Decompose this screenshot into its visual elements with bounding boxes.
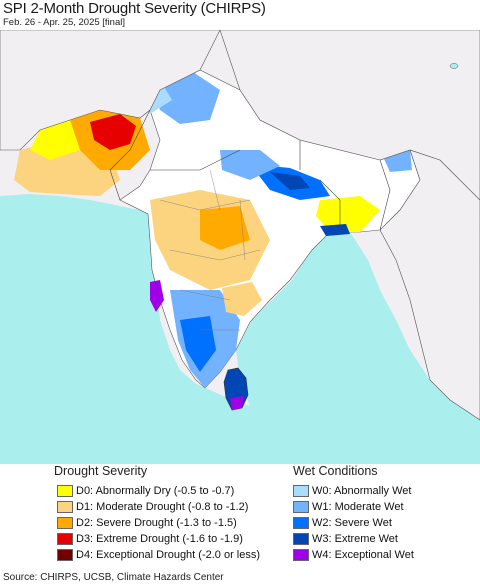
legend-item-d2: D2: Severe Drought (-1.3 to -1.5) [57, 516, 237, 530]
swatch-d4 [57, 549, 73, 561]
legend-label-d4: D4: Exceptional Drought (-2.0 or less) [76, 549, 261, 561]
legend-item-d4: D4: Exceptional Drought (-2.0 or less) [57, 548, 260, 562]
legend-item-w1: W1: Moderate Wet [293, 500, 404, 514]
map-title: SPI 2-Month Drought Severity (CHIRPS) [3, 0, 266, 17]
source-credit: Source: CHIRPS, UCSB, Climate Hazards Ce… [3, 572, 224, 583]
legend-label-w0: W0: Abnormally Wet [312, 485, 412, 497]
sri-lanka-w4 [230, 396, 244, 410]
lake-icon [449, 63, 459, 69]
wet-legend-title: Wet Conditions [293, 464, 378, 478]
swatch-w1 [293, 501, 309, 513]
legend-label-d1: D1: Moderate Drought (-0.8 to -1.2) [76, 501, 249, 513]
country-borders [109, 109, 391, 231]
arabian-sea [0, 194, 250, 464]
legend-label-w4: W4: Exceptional Wet [312, 549, 414, 561]
legend-label-d0: D0: Abnormally Dry (-0.5 to -0.7) [76, 485, 235, 497]
legend: Drought Severity Wet Conditions D0: Abno… [0, 464, 480, 568]
legend-label-w1: W1: Moderate Wet [312, 501, 404, 513]
gangetic-w3 [270, 172, 310, 190]
punjab-d3 [90, 114, 136, 150]
legend-item-w4: W4: Exceptional Wet [293, 548, 414, 562]
northeast-d0 [316, 196, 380, 232]
legend-label-w3: W3: Extreme Wet [312, 533, 398, 545]
legend-label-w2: W2: Severe Wet [312, 517, 392, 529]
east-coast-d1 [222, 282, 262, 316]
swatch-w4 [293, 549, 309, 561]
southwest-w4 [150, 280, 164, 312]
afghan-d0 [30, 120, 80, 160]
bangladesh-w3 [320, 224, 350, 236]
legend-label-d3: D3: Extreme Drought (-1.6 to -1.9) [76, 533, 243, 545]
swatch-w3 [293, 533, 309, 545]
swatch-d1 [57, 501, 73, 513]
drought-legend-title: Drought Severity [54, 464, 148, 478]
legend-label-d2: D2: Severe Drought (-1.3 to -1.5) [76, 517, 237, 529]
swatch-w0 [293, 485, 309, 497]
swatch-w2 [293, 517, 309, 529]
map-header: SPI 2-Month Drought Severity (CHIRPS) Fe… [0, 0, 480, 30]
legend-item-d0: D0: Abnormally Dry (-0.5 to -0.7) [57, 484, 234, 498]
central-d2 [200, 206, 250, 250]
bay-of-bengal [236, 232, 480, 464]
legend-item-w3: W3: Extreme Wet [293, 532, 398, 546]
state-borders [159, 169, 261, 331]
swatch-d3 [57, 533, 73, 545]
swatch-d2 [57, 517, 73, 529]
central-asia-land [0, 30, 221, 151]
legend-item-w0: W0: Abnormally Wet [293, 484, 411, 498]
gangetic-w1 [220, 150, 280, 180]
swatch-d0 [57, 485, 73, 497]
legend-item-w2: W2: Severe Wet [293, 516, 392, 530]
legend-item-d3: D3: Extreme Drought (-1.6 to -1.9) [57, 532, 243, 546]
drought-map [0, 30, 480, 464]
legend-item-d1: D1: Moderate Drought (-0.8 to -1.2) [57, 500, 248, 514]
map-date-range: Feb. 26 - Apr. 25, 2025 [final] [3, 17, 125, 28]
